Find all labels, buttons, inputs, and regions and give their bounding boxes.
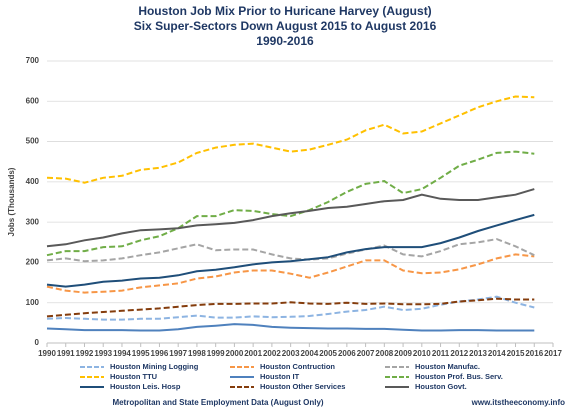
legend-label: Houston Govt. [415,382,467,391]
x-tick-label: 2002 [263,349,281,358]
legend-label: Houston Other Services [260,382,345,391]
x-tick-label: 1992 [76,349,94,358]
x-tick-label: 2014 [488,349,506,358]
x-tick-label: 1999 [207,349,225,358]
series-line [46,95,535,184]
x-tick-label: 2012 [450,349,468,358]
legend-label: Houston Prof. Bus. Serv. [415,372,503,381]
series-line [46,253,535,294]
x-tick-label: 2008 [375,349,393,358]
y-tick-label: 200 [26,258,40,267]
x-tick-label: 2005 [319,349,337,358]
x-tick-label: 1998 [188,349,206,358]
x-tick-label: 2003 [282,349,300,358]
x-tick-label: 2013 [469,349,487,358]
x-tick-label: 1994 [113,349,131,358]
chart-subtitle: 1990-2016 [256,34,314,48]
x-tick-label: 1993 [94,349,112,358]
y-tick-label: 100 [26,298,40,307]
x-tick-label: 2016 [525,349,543,358]
x-tick-label: 2004 [300,349,318,358]
x-tick-label: 1997 [169,349,187,358]
series-line [46,150,535,257]
x-tick-label: 2017 [544,349,562,358]
series-line [46,213,535,288]
x-tick-label: 1995 [132,349,150,358]
source: www.itstheeconomy.info [471,398,565,407]
chart-title: Houston Job Mix Prior to Huricane Harvey… [138,4,431,18]
y-tick-label: 300 [26,217,40,226]
x-tick-label: 2001 [244,349,262,358]
x-tick-label: 1990 [38,349,56,358]
x-tick-label: 1991 [57,349,75,358]
chart-subtitle: Six Super-Sectors Down August 2015 to Au… [134,19,437,33]
x-tick-label: 2011 [432,349,450,358]
y-tick-label: 700 [26,56,40,65]
y-tick-label: 0 [35,338,40,347]
x-tick-label: 2000 [226,349,244,358]
x-tick-label: 2007 [357,349,375,358]
legend-label: Houston TTU [110,372,157,381]
legend-label: Houston Leis. Hosp [110,382,181,391]
x-tick-label: 1996 [151,349,169,358]
legend-label: Houston Manufac. [415,362,480,371]
legend-label: Houston IT [260,372,300,381]
x-tick-label: 2015 [507,349,525,358]
legend-label: Houston Mining Logging [110,362,199,371]
series-line [46,188,535,248]
y-tick-label: 600 [26,96,40,105]
x-tick-label: 2009 [394,349,412,358]
x-tick-label: 2010 [413,349,431,358]
x-axis-label: Metropolitan and State Employment Data (… [112,398,323,407]
legend-label: Houston Contruction [260,362,335,371]
x-tick-label: 2006 [338,349,356,358]
y-tick-label: 400 [26,177,40,186]
series-line [46,295,535,321]
y-axis-label: Jobs (Thousands) [7,167,16,236]
series-line [46,323,535,332]
series-line [46,238,535,263]
series-line [46,297,535,318]
y-tick-label: 500 [26,137,40,146]
